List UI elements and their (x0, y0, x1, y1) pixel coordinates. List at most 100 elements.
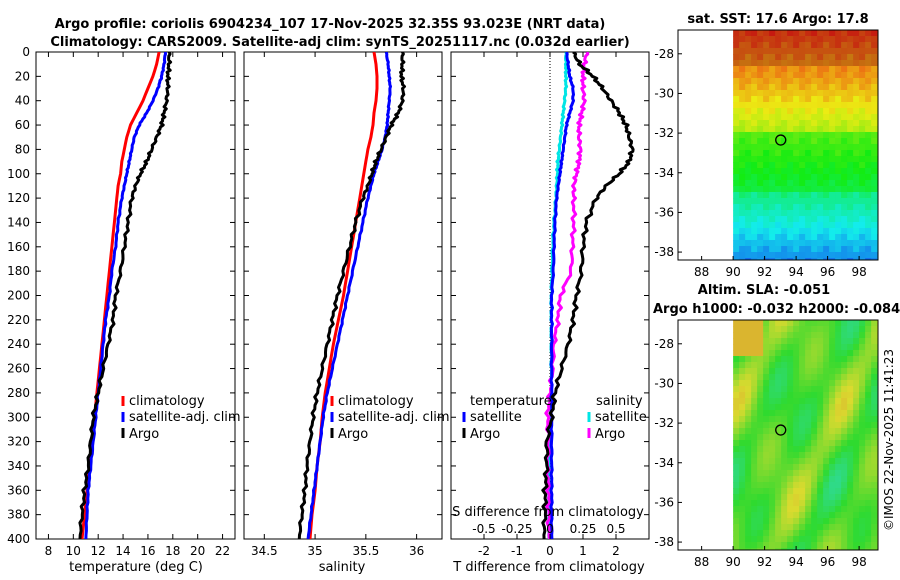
sst-cell (865, 192, 872, 199)
sla-cell (769, 476, 776, 483)
sla-cell (751, 470, 758, 477)
sst-cell (865, 210, 872, 217)
sst-cell (757, 174, 764, 181)
sst-cell (853, 144, 860, 151)
sst-cell (787, 168, 794, 175)
sst-cell (745, 60, 752, 67)
sla-cell (841, 500, 848, 507)
sla-cell (865, 536, 872, 543)
sla-cell (865, 494, 872, 501)
depth-tick-label: 380 (7, 508, 30, 522)
sst-cell (751, 204, 758, 211)
sla-cell (769, 464, 776, 471)
sla-cell (787, 428, 794, 435)
sla-cell (853, 512, 860, 519)
sla-cell (871, 368, 878, 375)
sla-cell (835, 380, 842, 387)
sla-cell (859, 350, 866, 357)
sla-cell (847, 398, 854, 405)
sla-cell (841, 506, 848, 513)
sla-cell (781, 362, 788, 369)
sst-cell (799, 114, 806, 121)
sla-cell (751, 458, 758, 465)
sla-cell (751, 362, 758, 369)
x-tick-label: 35 (307, 544, 322, 558)
lat-tick-label: -38 (654, 245, 674, 259)
sst-cell (763, 42, 770, 49)
sla-cell (853, 410, 860, 417)
sst-cell (775, 78, 782, 85)
sla-cell (733, 380, 740, 387)
sla-cell (799, 482, 806, 489)
sla-cell (781, 350, 788, 357)
sst-cell (871, 204, 878, 211)
sla-cell (739, 404, 746, 411)
sst-cell (769, 138, 776, 145)
sst-cell (781, 240, 788, 247)
sst-cell (733, 138, 740, 145)
sla-cell (853, 464, 860, 471)
temperature-axes-frame (35, 51, 236, 540)
sst-cell (775, 66, 782, 73)
sst-cell (871, 240, 878, 247)
sla-cell (847, 434, 854, 441)
sla-cell (793, 446, 800, 453)
sla-cell (799, 452, 806, 459)
series-satellite-adj-clim (306, 52, 392, 539)
sst-cell (835, 102, 842, 109)
sst-cell (865, 60, 872, 67)
sla-cell (823, 506, 830, 513)
sst-cell (847, 186, 854, 193)
sst-cell (739, 228, 746, 235)
sla-cell (733, 500, 740, 507)
depth-tick-label: 400 (7, 532, 30, 546)
sst-cell (733, 96, 740, 103)
sst-cell (853, 252, 860, 259)
sst-cell (847, 126, 854, 133)
sst-cell (751, 168, 758, 175)
sst-cell (787, 90, 794, 97)
sst-cell (841, 192, 848, 199)
sst-cell (769, 108, 776, 115)
sla-cell (739, 398, 746, 405)
sst-cell (871, 156, 878, 163)
sst-cell (793, 42, 800, 49)
sla-cell (739, 470, 746, 477)
depth-tick-label: 160 (7, 240, 30, 254)
sst-cell (787, 144, 794, 151)
sst-cell (835, 126, 842, 133)
sla-cell (751, 482, 758, 489)
sla-cell (847, 458, 854, 465)
sla-cell (751, 512, 758, 519)
sst-cell (823, 78, 830, 85)
sla-cell (811, 410, 818, 417)
depth-tick-label: 200 (7, 289, 30, 303)
sla-cell (847, 386, 854, 393)
sst-cell (805, 204, 812, 211)
sla-cell (817, 386, 824, 393)
sla-cell (811, 344, 818, 351)
sst-cell (853, 66, 860, 73)
sla-cell (859, 380, 866, 387)
sst-cell (739, 42, 746, 49)
sla-cell (733, 410, 740, 417)
sla-cell (817, 362, 824, 369)
sst-cell (757, 258, 764, 260)
sla-cell (817, 470, 824, 477)
sst-cell (823, 192, 830, 199)
sst-cell (841, 168, 848, 175)
sla-cell (847, 338, 854, 345)
sla-cell (811, 482, 818, 489)
sla-cell (739, 542, 746, 549)
sst-cell (805, 234, 812, 241)
sst-cell (745, 210, 752, 217)
sst-cell (763, 144, 770, 151)
sst-cell (829, 180, 836, 187)
sst-cell (805, 198, 812, 205)
sla-cell (811, 350, 818, 357)
sla-cell (835, 452, 842, 459)
sst-cell (733, 126, 740, 133)
sst-cell (865, 150, 872, 157)
sst-cell (751, 144, 758, 151)
sst-cell (829, 36, 836, 43)
